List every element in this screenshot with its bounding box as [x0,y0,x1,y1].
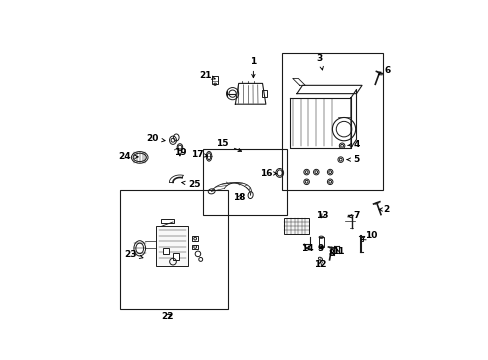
Bar [120,190,228,309]
Text: 22: 22 [161,312,173,321]
Text: 25: 25 [182,180,201,189]
Text: 8: 8 [328,249,334,258]
Text: 14: 14 [301,244,313,253]
Bar [191,237,198,241]
Text: 17: 17 [190,149,207,158]
Text: 6: 6 [378,66,390,75]
Text: 21: 21 [199,71,215,80]
Text: 23: 23 [124,250,142,259]
Bar [203,149,286,215]
Bar [191,245,198,249]
Text: 11: 11 [331,247,344,256]
Text: 24: 24 [118,152,138,161]
Text: 12: 12 [313,260,325,269]
Bar [163,248,168,255]
Text: 9: 9 [317,244,323,253]
Text: 20: 20 [146,134,165,143]
Text: 4: 4 [347,140,359,149]
Text: 1: 1 [250,57,256,78]
Bar [319,237,323,247]
Bar [283,218,308,234]
Text: 16: 16 [259,169,276,178]
Bar [359,237,363,242]
Bar [281,53,382,190]
Text: 3: 3 [316,54,323,70]
Bar [173,253,178,260]
Bar [212,76,218,84]
Text: 5: 5 [346,155,359,164]
Text: 10: 10 [361,231,376,240]
Text: 19: 19 [173,148,186,157]
Text: 13: 13 [316,211,328,220]
Bar [156,226,188,266]
Text: 7: 7 [347,211,359,220]
Bar [261,90,266,97]
Text: 18: 18 [233,193,245,202]
Text: 15: 15 [216,139,241,152]
Bar [161,219,173,223]
Text: 2: 2 [378,205,389,214]
